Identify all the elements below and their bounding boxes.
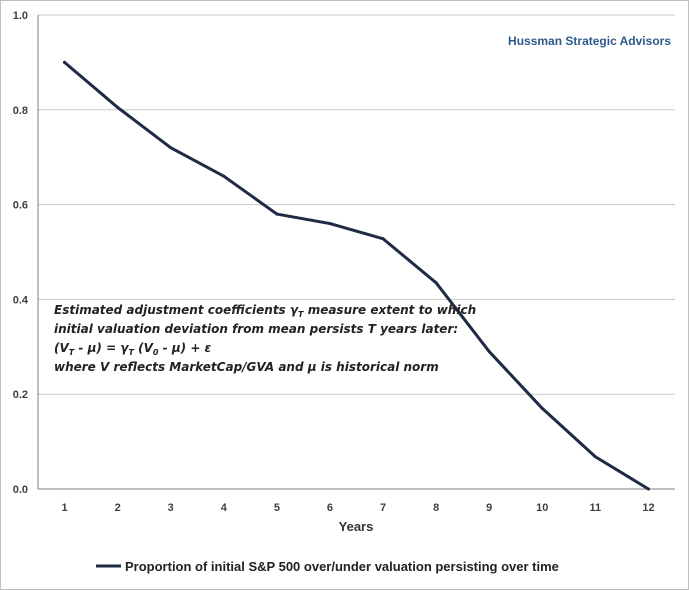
- data-point: [222, 174, 226, 178]
- x-tick-label: 6: [327, 502, 333, 514]
- annotation-line-1: Estimated adjustment coefficients γT mea…: [54, 303, 476, 319]
- x-axis-title: Years: [339, 519, 374, 534]
- annotation-line-2: initial valuation deviation from mean pe…: [54, 322, 458, 336]
- data-point: [540, 406, 544, 410]
- data-point: [63, 60, 67, 64]
- x-tick-label: 11: [590, 502, 602, 514]
- data-point: [487, 350, 491, 354]
- x-tick-label: 1: [61, 502, 67, 514]
- legend: Proportion of initial S&P 500 over/under…: [96, 559, 559, 574]
- x-tick-label: 5: [274, 502, 280, 514]
- data-point: [381, 237, 385, 241]
- x-tick-label: 4: [221, 502, 228, 514]
- data-point: [116, 105, 120, 109]
- data-point: [646, 487, 650, 491]
- watermark-text: Hussman Strategic Advisors: [508, 34, 671, 48]
- data-point: [593, 455, 597, 459]
- gridlines: [37, 14, 675, 490]
- y-tick-label: 0.8: [13, 105, 28, 117]
- annotation-line-3: (VT - μ) = γT (V0 - μ) + ε: [54, 341, 212, 357]
- data-point: [169, 146, 173, 150]
- data-point: [434, 281, 438, 285]
- data-point: [328, 222, 332, 226]
- y-tick-label: 0.2: [13, 389, 28, 401]
- legend-label: Proportion of initial S&P 500 over/under…: [125, 559, 559, 574]
- x-axis-ticks: 1 2 3 4 5 6 7 8 9 10 11 12: [61, 502, 654, 514]
- x-tick-label: 9: [486, 502, 492, 514]
- x-tick-label: 3: [168, 502, 174, 514]
- x-tick-label: 12: [642, 502, 654, 514]
- x-tick-label: 2: [115, 502, 121, 514]
- annotation-line-4: where V reflects MarketCap/GVA and μ is …: [54, 360, 439, 374]
- series-group: [63, 60, 650, 491]
- x-tick-label: 10: [536, 502, 548, 514]
- y-tick-label: 0.0: [13, 484, 28, 496]
- y-tick-label: 0.4: [13, 294, 29, 306]
- data-point: [275, 212, 279, 216]
- y-tick-label: 0.6: [13, 200, 28, 212]
- annotation-block: Estimated adjustment coefficients γT mea…: [54, 303, 476, 374]
- x-tick-label: 8: [433, 502, 439, 514]
- x-tick-label: 7: [380, 502, 386, 514]
- y-tick-label: 1.0: [13, 10, 28, 22]
- y-axis-ticks: 0.0 0.2 0.4 0.6 0.8 1.0: [13, 10, 29, 496]
- series-line: [63, 60, 650, 491]
